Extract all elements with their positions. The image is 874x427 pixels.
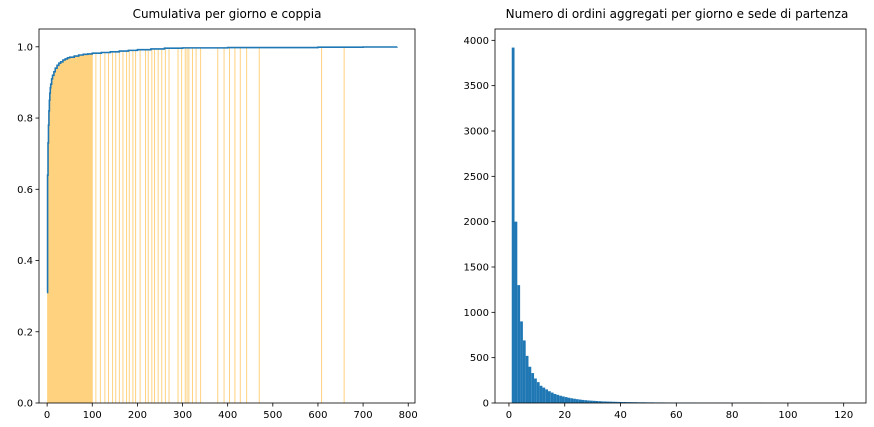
- histogram-bar: [601, 401, 604, 403]
- histogram-bar: [575, 399, 579, 403]
- histogram-bar: [525, 355, 529, 403]
- cumulative-chart: Cumulativa per giorno e coppia 0 100 200 30…: [17, 7, 418, 421]
- histogram-bar: [542, 387, 546, 403]
- histogram-bar: [520, 321, 523, 403]
- histogram-bar: [603, 401, 607, 403]
- histogram-bar: [511, 47, 515, 403]
- cumulative-fill: [47, 53, 93, 404]
- histogram-bar: [567, 397, 571, 403]
- histogram-bar: [534, 378, 537, 403]
- histogram-bar: [598, 401, 601, 403]
- cumulative-x-tick-label: 500: [263, 410, 282, 421]
- cumulative-x-tick-label: 0: [44, 410, 50, 421]
- histogram-y-tick-label: 0: [483, 399, 489, 410]
- cumulative-axes-frame: [38, 28, 416, 404]
- histogram-bar: [559, 395, 562, 403]
- cumulative-x-tick-label: 100: [83, 410, 102, 421]
- histogram-bar: [614, 401, 618, 403]
- histogram-y-tick-label: 4000: [464, 36, 489, 47]
- cumulative-y-tick-label: 1.0: [17, 42, 33, 53]
- histogram-bar: [536, 382, 540, 403]
- histogram-y-axis: 0 500 1000 1500 2000 2500 3000 3500 4000: [464, 36, 495, 410]
- histogram-bar: [587, 400, 590, 403]
- histogram-y-tick-label: 3000: [464, 127, 489, 138]
- cumulative-chart-title: Cumulativa per giorno e coppia: [133, 7, 322, 21]
- histogram-axes-frame: [494, 28, 867, 404]
- histogram-bar: [592, 400, 596, 403]
- histogram-x-axis: 0 20 40 60 80 100 120: [506, 403, 853, 421]
- histogram-bar: [606, 401, 610, 403]
- histogram-bar: [628, 402, 632, 403]
- cumulative-y-tick-label: 0.2: [17, 327, 33, 338]
- histogram-bar: [581, 399, 585, 403]
- histogram-x-tick-label: 80: [726, 410, 739, 421]
- histogram-x-tick-label: 40: [614, 410, 627, 421]
- histogram-y-tick-label: 2500: [464, 172, 489, 183]
- histogram-x-tick-label: 60: [670, 410, 683, 421]
- histogram-bars: [511, 47, 858, 403]
- cumulative-x-tick-label: 600: [308, 410, 327, 421]
- cumulative-y-tick-label: 0.6: [17, 185, 33, 196]
- histogram-bar: [612, 401, 615, 403]
- histogram-chart: Numero di ordini aggregati per giorno e …: [464, 7, 867, 421]
- histogram-y-tick-label: 500: [470, 353, 489, 364]
- histogram-bar: [545, 389, 548, 403]
- histogram-y-tick-label: 1500: [464, 263, 489, 274]
- histogram-bar: [620, 402, 624, 403]
- histogram-bar: [578, 399, 582, 403]
- histogram-bar: [539, 385, 543, 403]
- histogram-bar: [634, 402, 638, 403]
- cumulative-x-tick-label: 300: [173, 410, 192, 421]
- cumulative-y-tick-label: 0.4: [17, 256, 33, 267]
- cumulative-fill-lines: [91, 47, 345, 403]
- cumulative-line: [46, 46, 398, 294]
- cumulative-x-tick-label: 700: [354, 410, 373, 421]
- cumulative-x-axis: 0 100 200 300 400 500 600 700 800: [44, 403, 418, 421]
- histogram-bar: [631, 402, 635, 403]
- histogram-bar: [553, 393, 557, 403]
- histogram-x-tick-label: 120: [834, 410, 853, 421]
- histogram-y-tick-label: 3500: [464, 81, 489, 92]
- histogram-bar: [573, 398, 576, 403]
- histogram-bar: [609, 401, 613, 403]
- cumulative-x-tick-label: 800: [399, 410, 418, 421]
- histogram-bar: [528, 366, 532, 403]
- histogram-bar: [548, 391, 551, 403]
- histogram-bar: [556, 394, 560, 403]
- cumulative-x-tick-label: 200: [128, 410, 147, 421]
- histogram-chart-title: Numero di ordini aggregati per giorno e …: [506, 7, 849, 21]
- histogram-x-tick-label: 20: [558, 410, 571, 421]
- cumulative-y-axis: 0.0 0.2 0.4 0.6 0.8 1.0: [17, 42, 39, 410]
- histogram-bar: [584, 400, 588, 403]
- cumulative-y-tick-label: 0.8: [17, 114, 33, 125]
- histogram-bar: [570, 398, 574, 403]
- histogram-y-tick-label: 1000: [464, 308, 489, 319]
- histogram-bar: [617, 401, 621, 403]
- cumulative-fill-area: [47, 53, 93, 404]
- cumulative-x-tick-label: 400: [218, 410, 237, 421]
- histogram-x-tick-label: 100: [778, 410, 797, 421]
- histogram-bar: [550, 392, 554, 403]
- histogram-bar: [564, 397, 568, 403]
- histogram-bar: [595, 401, 599, 403]
- histogram-bar: [589, 400, 593, 403]
- histogram-y-tick-label: 2000: [464, 217, 489, 228]
- histogram-bar: [522, 340, 526, 403]
- histogram-bar: [561, 396, 565, 403]
- cumulative-step-line: [46, 46, 398, 294]
- histogram-bar: [531, 373, 535, 403]
- histogram-bar: [623, 402, 627, 403]
- histogram-bar: [626, 402, 629, 403]
- histogram-bar: [514, 221, 518, 403]
- histogram-x-tick-label: 0: [506, 410, 512, 421]
- cumulative-y-tick-label: 0.0: [17, 399, 33, 410]
- histogram-bar: [517, 285, 521, 403]
